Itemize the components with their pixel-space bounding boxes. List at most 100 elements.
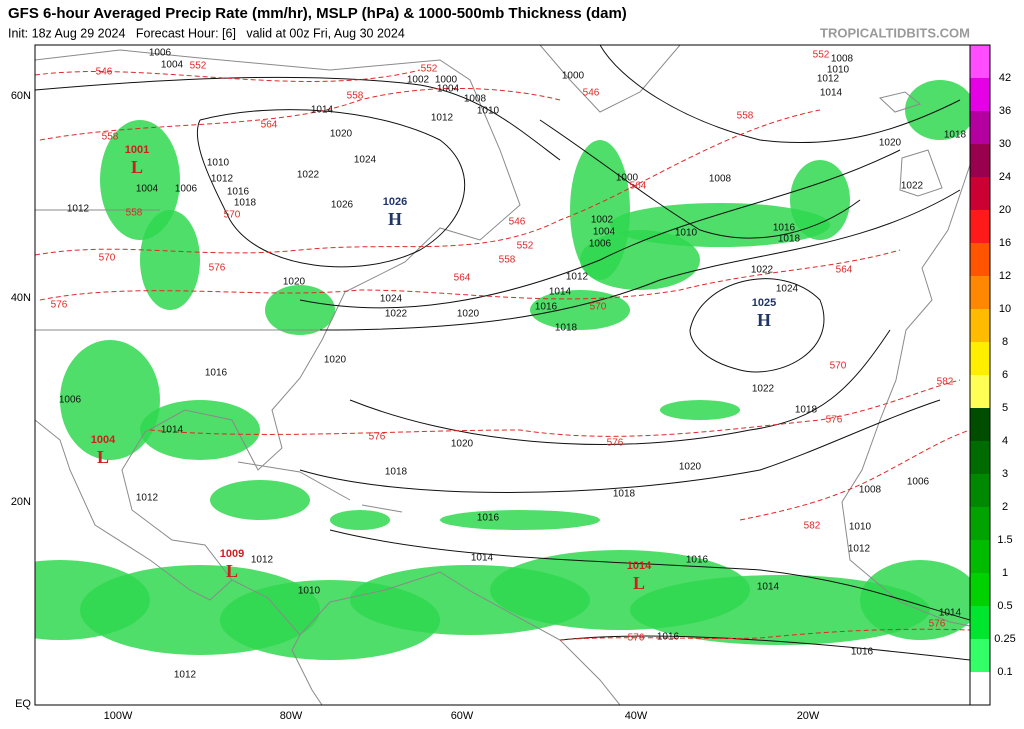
colorbar-swatch: [970, 276, 990, 310]
isobar-label: 1002: [407, 75, 430, 86]
precip-area: [140, 400, 260, 460]
isobar-label: 1018: [944, 130, 967, 141]
thickness-label: 564: [630, 181, 647, 192]
colorbar-frame: [969, 44, 991, 706]
colorbar-label: 8: [1002, 336, 1008, 348]
colorbar-label: 36: [999, 105, 1011, 117]
isobar-label: 1006: [589, 239, 612, 250]
isobar-label: 1016: [227, 187, 250, 198]
isobar-label: 1010: [827, 65, 850, 76]
isobar-label: 1006: [59, 395, 82, 406]
isobar-label: 1008: [831, 54, 854, 65]
isobar-label: 1010: [207, 158, 230, 169]
lat-label: EQ: [15, 698, 31, 710]
colorbar-label: 16: [999, 237, 1011, 249]
subtitle: Init: 18z Aug 29 2024 Forecast Hour: [6]…: [8, 26, 405, 40]
isobar-label: 1020: [457, 309, 480, 320]
thickness-label: 552: [421, 64, 438, 75]
isobar-label: 1016: [205, 368, 228, 379]
colorbar-swatch: [970, 606, 990, 640]
center-letter: H: [757, 310, 771, 330]
lat-label: 20N: [11, 496, 31, 508]
center-value: 1014: [627, 560, 652, 572]
isobar-label: 1010: [849, 522, 872, 533]
colorbar-label: 10: [999, 303, 1011, 315]
thickness-label: 558: [102, 132, 119, 143]
precip: [35, 80, 970, 660]
isobar-label: 1012: [67, 204, 90, 215]
thickness-label: 570: [830, 361, 847, 372]
precip-area: [530, 290, 630, 330]
isobar-label: 1018: [234, 198, 257, 209]
colorbar: 42 36 30 24 20 16 12 10 8 6 5 4 3 2 1.5 1 0.5 0.25 0.1: [969, 44, 1016, 706]
precip-area: [630, 575, 930, 645]
thickness-label: 576: [929, 619, 946, 630]
precip-area: [330, 510, 390, 530]
precip-area: [660, 400, 740, 420]
colorbar-swatch: [970, 309, 990, 343]
precip-area: [440, 510, 600, 530]
isobar-label: 1014: [939, 608, 962, 619]
isobar-label: 1010: [477, 106, 500, 117]
center-letter: L: [226, 561, 238, 581]
thickness-label: 558: [499, 255, 516, 266]
lat-label: 60N: [11, 90, 31, 102]
thickness-label: 576: [826, 415, 843, 426]
isobar-label: 1014: [757, 582, 780, 593]
isobar-label: 1004: [136, 184, 159, 195]
center-value: 1026: [383, 196, 407, 208]
thickness-label: 546: [509, 217, 526, 228]
isobar-label: 1024: [776, 284, 799, 295]
isobar-label: 1012: [136, 493, 159, 504]
colorbar-label: 42: [999, 72, 1011, 84]
isobar-label: 1000: [616, 173, 639, 184]
isobar-label: 1018: [385, 467, 408, 478]
isobar-label: 1004: [161, 60, 184, 71]
isobar-label: 1024: [380, 294, 403, 305]
isobar-label: 1000: [435, 75, 458, 86]
thickness-label: 552: [517, 241, 534, 252]
isobar-label: 1020: [324, 355, 347, 366]
axes: 60N 40N 20N EQ 100W 80W 60W 40W 20W: [11, 90, 820, 722]
center-letter: L: [633, 573, 645, 593]
colorbar-swatch: [970, 342, 990, 376]
isobar-label: 1018: [778, 234, 801, 245]
precip-area: [265, 285, 335, 335]
center-letter: L: [131, 157, 143, 177]
colorbar-label: 6: [1002, 369, 1008, 381]
precip-area: [140, 210, 200, 310]
thickness-label: 576: [51, 300, 68, 311]
colorbar-label: 12: [999, 270, 1011, 282]
isobar-label: 1006: [149, 48, 172, 59]
isobar-label: 1010: [675, 228, 698, 239]
isobar-label: 1014: [161, 425, 184, 436]
thickness-label: 570: [590, 302, 607, 313]
center-value: 1004: [91, 434, 116, 446]
isobar-label: 1008: [859, 485, 882, 496]
isobar-label: 1012: [566, 272, 589, 283]
colorbar-label: 24: [999, 171, 1011, 183]
isobar-label: 1022: [751, 265, 774, 276]
isobar-label: 1012: [251, 555, 274, 566]
isobar-label: 1012: [211, 174, 234, 185]
lon-label: 40W: [625, 710, 648, 722]
isobar-label: 1020: [451, 439, 474, 450]
thickness-label: 564: [454, 273, 471, 284]
colorbar-swatch: [970, 672, 990, 706]
isobar-label: 1016: [773, 223, 796, 234]
isobar-label: 1014: [311, 105, 334, 116]
colorbar-label: 3: [1002, 468, 1008, 480]
center-value: 1001: [125, 144, 149, 156]
isobar-label: 1004: [593, 227, 616, 238]
colorbar-swatch: [970, 243, 990, 277]
colorbar-swatch: [970, 45, 990, 79]
thickness-label: 558: [737, 111, 754, 122]
colorbar-swatch: [970, 408, 990, 442]
isobar-label: 1020: [330, 129, 353, 140]
colorbar-swatch: [970, 441, 990, 475]
coastlines: [35, 45, 970, 705]
colorbar-swatch: [970, 111, 990, 145]
